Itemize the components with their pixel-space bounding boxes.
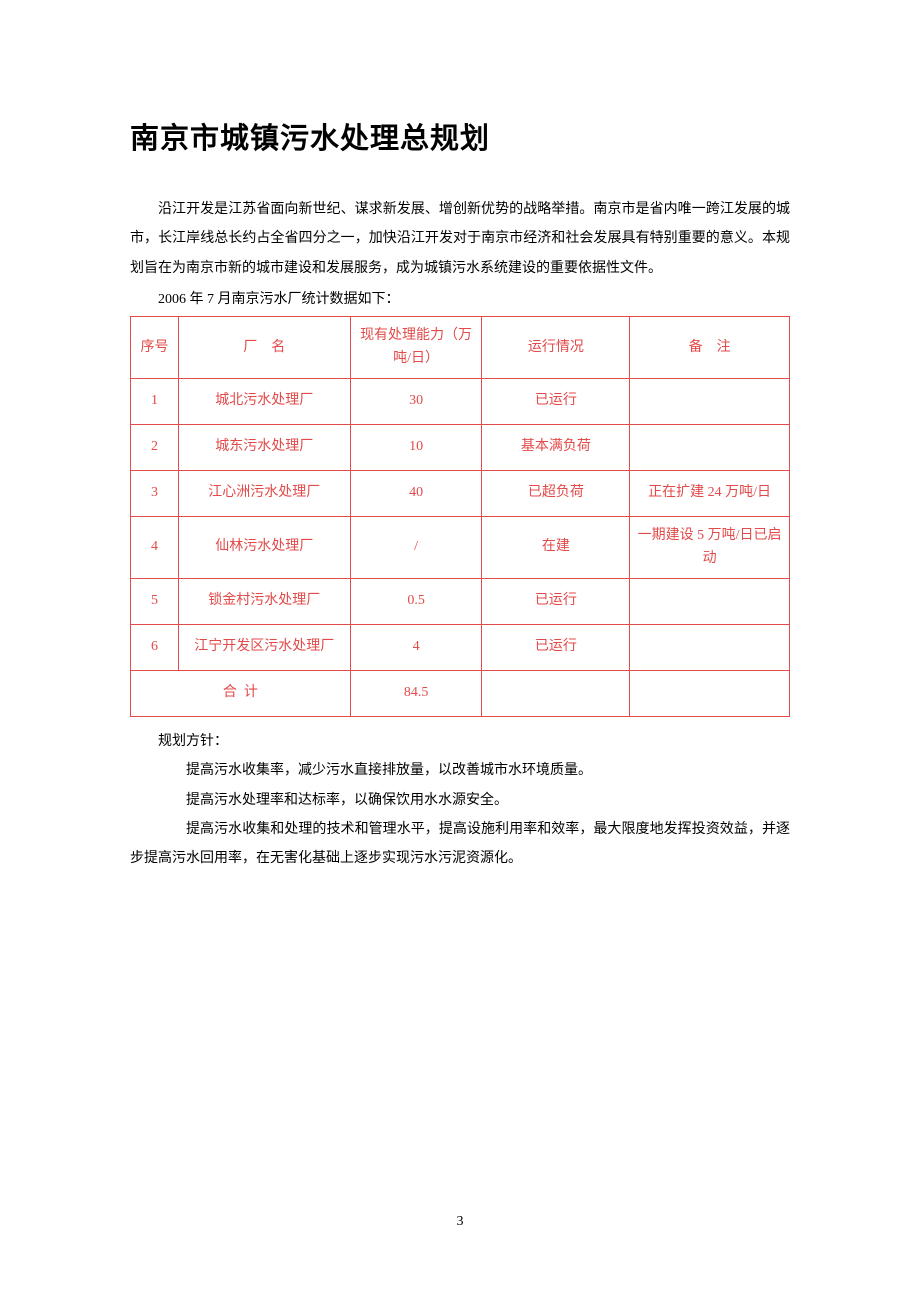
total-note <box>630 670 790 716</box>
cell-capacity: 30 <box>350 379 482 425</box>
cell-note <box>630 425 790 471</box>
cell-capacity: 10 <box>350 425 482 471</box>
cell-note: 一期建设 5 万吨/日已启动 <box>630 517 790 579</box>
table-row: 5 锁金村污水处理厂 0.5 已运行 <box>131 578 790 624</box>
total-value: 84.5 <box>350 670 482 716</box>
intro-paragraph: 沿江开发是江苏省面向新世纪、谋求新发展、增创新优势的战略举措。南京市是省内唯一跨… <box>130 195 790 283</box>
cell-status: 已运行 <box>482 624 630 670</box>
cell-note: 正在扩建 24 万吨/日 <box>630 471 790 517</box>
document-title: 南京市城镇污水处理总规划 <box>130 115 790 157</box>
cell-seq: 1 <box>131 379 179 425</box>
cell-status: 在建 <box>482 517 630 579</box>
table-header-row: 序号 厂 名 现有处理能力（万吨/日） 运行情况 备 注 <box>131 317 790 379</box>
page-number: 3 <box>0 1214 920 1230</box>
cell-seq: 6 <box>131 624 179 670</box>
total-label: 合 计 <box>131 670 351 716</box>
cell-status: 基本满负荷 <box>482 425 630 471</box>
total-status <box>482 670 630 716</box>
cell-capacity: 4 <box>350 624 482 670</box>
table-row: 6 江宁开发区污水处理厂 4 已运行 <box>131 624 790 670</box>
sewage-plant-table: 序号 厂 名 现有处理能力（万吨/日） 运行情况 备 注 1 城北污水处理厂 3… <box>130 316 790 717</box>
cell-status: 已运行 <box>482 379 630 425</box>
table-total-row: 合 计 84.5 <box>131 670 790 716</box>
cell-name: 江心洲污水处理厂 <box>178 471 350 517</box>
cell-seq: 4 <box>131 517 179 579</box>
cell-note <box>630 578 790 624</box>
table-row: 1 城北污水处理厂 30 已运行 <box>131 379 790 425</box>
cell-status: 已运行 <box>482 578 630 624</box>
cell-note <box>630 379 790 425</box>
cell-name: 锁金村污水处理厂 <box>178 578 350 624</box>
cell-capacity: 0.5 <box>350 578 482 624</box>
header-status: 运行情况 <box>482 317 630 379</box>
cell-capacity: / <box>350 517 482 579</box>
cell-note <box>630 624 790 670</box>
document-page: 南京市城镇污水处理总规划 沿江开发是江苏省面向新世纪、谋求新发展、增创新优势的战… <box>0 0 920 874</box>
header-note: 备 注 <box>630 317 790 379</box>
cell-name: 城北污水处理厂 <box>178 379 350 425</box>
table-row: 2 城东污水处理厂 10 基本满负荷 <box>131 425 790 471</box>
header-capacity: 现有处理能力（万吨/日） <box>350 317 482 379</box>
cell-name: 仙林污水处理厂 <box>178 517 350 579</box>
policy-label: 规划方针： <box>130 727 790 756</box>
table-row: 4 仙林污水处理厂 / 在建 一期建设 5 万吨/日已启动 <box>131 517 790 579</box>
table-row: 3 江心洲污水处理厂 40 已超负荷 正在扩建 24 万吨/日 <box>131 471 790 517</box>
cell-name: 江宁开发区污水处理厂 <box>178 624 350 670</box>
header-seq: 序号 <box>131 317 179 379</box>
cell-name: 城东污水处理厂 <box>178 425 350 471</box>
table-caption: 2006 年 7 月南京污水厂统计数据如下： <box>130 287 790 312</box>
policy-item: 提高污水收集和处理的技术和管理水平，提高设施利用率和效率，最大限度地发挥投资效益… <box>130 815 790 874</box>
header-name: 厂 名 <box>178 317 350 379</box>
cell-seq: 3 <box>131 471 179 517</box>
cell-seq: 5 <box>131 578 179 624</box>
cell-seq: 2 <box>131 425 179 471</box>
cell-capacity: 40 <box>350 471 482 517</box>
cell-status: 已超负荷 <box>482 471 630 517</box>
policy-item: 提高污水收集率，减少污水直接排放量，以改善城市水环境质量。 <box>130 756 790 785</box>
policy-item: 提高污水处理率和达标率，以确保饮用水水源安全。 <box>130 786 790 815</box>
